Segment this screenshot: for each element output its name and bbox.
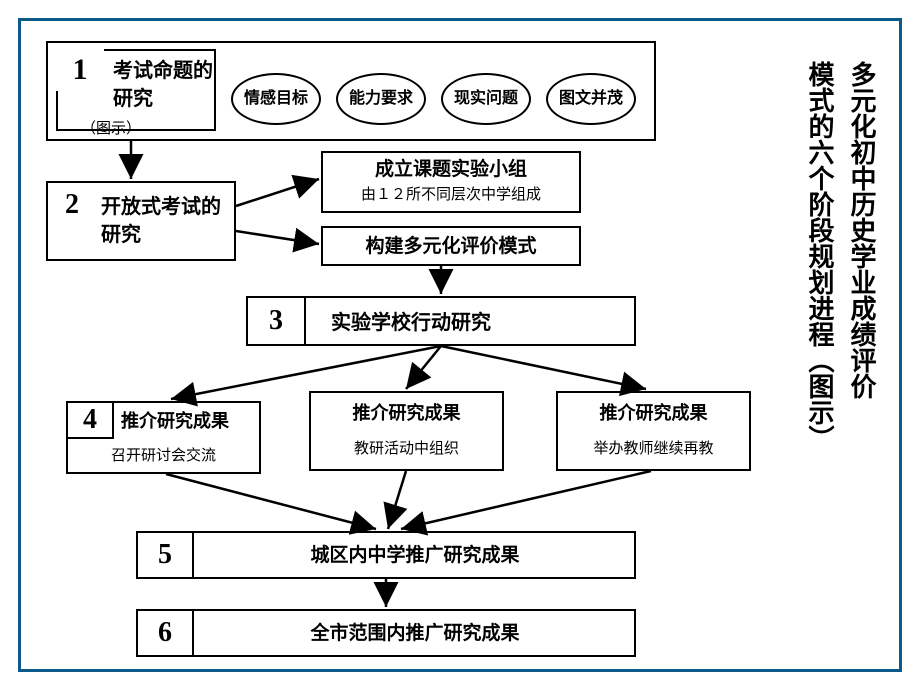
title-line2: 模式的六个阶段规划进程（图示） [801, 61, 837, 451]
stage4-right-title: 推介研究成果 [556, 401, 751, 426]
ellipse-1: 情感目标 [231, 73, 321, 125]
diagram-frame: 多元化初中历史学业成绩评价 模式的六个阶段规划进程（图示） 1 考试命题的研究 … [18, 18, 902, 672]
stage1-label: 考试命题的研究 [113, 57, 213, 113]
stage4-mid-desc: 教研活动中组织 [309, 439, 504, 460]
stage5-label: 城区内中学推广研究成果 [194, 543, 636, 570]
stage1-note: （图示） [81, 119, 141, 140]
stage6-num: 6 [136, 609, 194, 657]
stage4-left-desc: 召开研讨会交流 [66, 446, 261, 467]
stage2-label: 开放式考试的研究 [101, 193, 231, 249]
stage3-label: 实验学校行动研究 [331, 309, 491, 337]
stage2-num: 2 [51, 186, 93, 224]
stage4-left-title: 推介研究成果 [121, 409, 229, 434]
ellipse-2: 能力要求 [336, 73, 426, 125]
stage4-num: 4 [66, 401, 114, 439]
stage2-sub2-title: 构建多元化评价模式 [321, 234, 581, 261]
stage5-num: 5 [136, 531, 194, 579]
stage4-mid-title: 推介研究成果 [309, 401, 504, 426]
title-line1: 多元化初中历史学业成绩评价 [843, 61, 879, 399]
ellipse-4: 图文并茂 [546, 73, 636, 125]
ellipse-3: 现实问题 [441, 73, 531, 125]
stage4-right-desc: 举办教师继续再教 [556, 439, 751, 460]
stage2-sub1-title: 成立课题实验小组 [321, 157, 581, 184]
stage3-num: 3 [246, 296, 306, 346]
stage2-sub1-desc: 由１２所不同层次中学组成 [321, 185, 581, 206]
stage6-label: 全市范围内推广研究成果 [194, 621, 636, 648]
stage1-num: 1 [56, 49, 104, 91]
